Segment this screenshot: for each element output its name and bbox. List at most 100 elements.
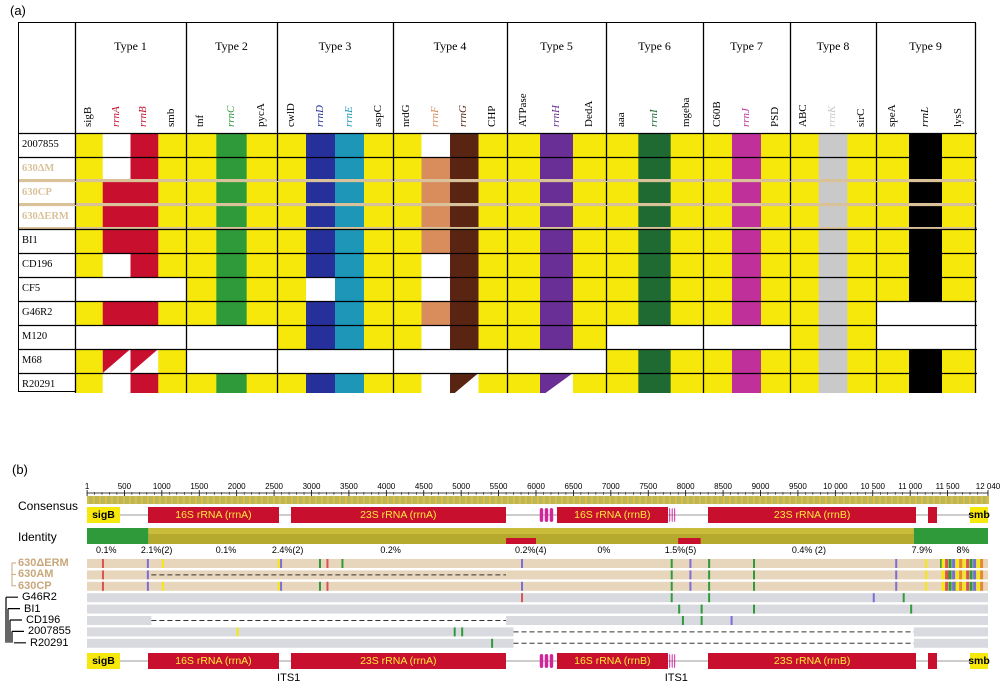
matrix-cell — [277, 205, 307, 229]
consensus-stripe — [747, 496, 749, 504]
consensus-stripe — [347, 496, 349, 504]
matrix-cell — [186, 349, 217, 373]
ruler-tick-label: 1 — [84, 482, 90, 491]
snp-mark — [976, 559, 980, 568]
consensus-stripe — [877, 496, 879, 504]
consensus-stripe — [723, 496, 725, 504]
matrix-cell — [638, 205, 672, 229]
ruler-tick-label: 4500 — [414, 482, 433, 491]
matrix-cell — [818, 157, 848, 181]
matrix-cell — [573, 253, 607, 277]
matrix-cell — [335, 181, 365, 205]
consensus-stripe — [859, 496, 861, 504]
consensus-stripe — [735, 496, 737, 504]
consensus-stripe — [439, 496, 441, 504]
consensus-stripe — [627, 496, 629, 504]
consensus-stripe — [643, 496, 645, 504]
matrix-cell — [75, 157, 104, 181]
snp-mark — [872, 593, 875, 603]
consensus-stripe — [155, 496, 157, 504]
matrix-cell — [847, 325, 877, 349]
consensus-stripe — [669, 496, 671, 504]
consensus-stripe — [199, 496, 201, 504]
consensus-stripe — [459, 496, 461, 504]
consensus-stripe — [393, 496, 395, 504]
consensus-stripe — [441, 496, 443, 504]
consensus-stripe — [619, 496, 621, 504]
matrix-cell — [246, 157, 278, 181]
consensus-stripe — [601, 496, 603, 504]
matrix-cell — [450, 205, 479, 229]
consensus-stripe — [407, 496, 409, 504]
consensus-stripe — [103, 496, 105, 504]
consensus-stripe — [477, 496, 479, 504]
matrix-cell — [277, 133, 307, 157]
consensus-stripe — [921, 496, 923, 504]
snp-mark — [326, 581, 329, 591]
consensus-stripe — [917, 496, 919, 504]
consensus-stripe — [843, 496, 845, 504]
matrix-cell — [606, 325, 639, 349]
feature-sigb: sigB — [87, 653, 120, 669]
matrix-cell — [670, 253, 704, 277]
trna-marker — [544, 654, 549, 668]
snp-mark — [700, 604, 703, 614]
snp-mark — [969, 559, 973, 568]
matrix-cell — [246, 373, 278, 393]
matrix-cell — [909, 373, 943, 393]
consensus-stripe — [819, 496, 821, 504]
snp-mark — [945, 570, 949, 580]
consensus-stripe — [823, 496, 825, 504]
trna-marker — [549, 508, 554, 522]
consensus-stripe — [865, 496, 867, 504]
consensus-stripe — [891, 496, 893, 504]
matrix-cell — [246, 301, 278, 325]
gene-label: rrnE — [342, 106, 355, 127]
matrix-cell — [277, 373, 307, 393]
matrix-cell — [847, 373, 877, 393]
consensus-stripe — [661, 496, 663, 504]
consensus-stripe — [701, 496, 703, 504]
matrix-cell — [306, 277, 336, 301]
consensus-stripe — [269, 496, 271, 504]
consensus-stripe — [827, 496, 829, 504]
consensus-stripe — [847, 496, 849, 504]
consensus-stripe — [131, 496, 133, 504]
consensus-stripe — [147, 496, 149, 504]
consensus-stripe — [689, 496, 691, 504]
consensus-stripe — [145, 496, 147, 504]
consensus-stripe — [169, 496, 171, 504]
matrix-cell — [573, 205, 607, 229]
gene-label: mgeba — [679, 97, 692, 127]
matrix-cell — [335, 133, 365, 157]
consensus-stripe — [523, 496, 525, 504]
consensus-stripe — [241, 496, 243, 504]
strain-label: R20291 — [22, 379, 56, 390]
consensus-stripe — [589, 496, 591, 504]
consensus-stripe — [423, 496, 425, 504]
matrix-cell — [364, 205, 394, 229]
matrix-cell — [130, 373, 159, 393]
consensus-stripe — [675, 496, 677, 504]
snp-mark — [925, 581, 928, 591]
consensus-stripe — [745, 496, 747, 504]
gene-label: sigB — [81, 106, 94, 127]
matrix-cell — [670, 301, 704, 325]
consensus-stripe — [521, 496, 523, 504]
strain-track — [87, 559, 988, 568]
consensus-stripe — [731, 496, 733, 504]
consensus-stripe — [969, 496, 971, 504]
track-segment — [913, 638, 988, 648]
identity-mid-top — [148, 528, 914, 534]
consensus-stripe — [403, 496, 405, 504]
consensus-stripe — [889, 496, 891, 504]
matrix-cell — [573, 229, 607, 253]
consensus-stripe — [585, 496, 587, 504]
consensus-stripe — [595, 496, 597, 504]
snp-mark — [969, 581, 973, 591]
snp-mark — [941, 559, 945, 568]
matrix-cell — [450, 325, 479, 349]
matrix-cell — [703, 157, 733, 181]
consensus-stripe — [883, 496, 885, 504]
matrix-cell — [573, 373, 607, 393]
